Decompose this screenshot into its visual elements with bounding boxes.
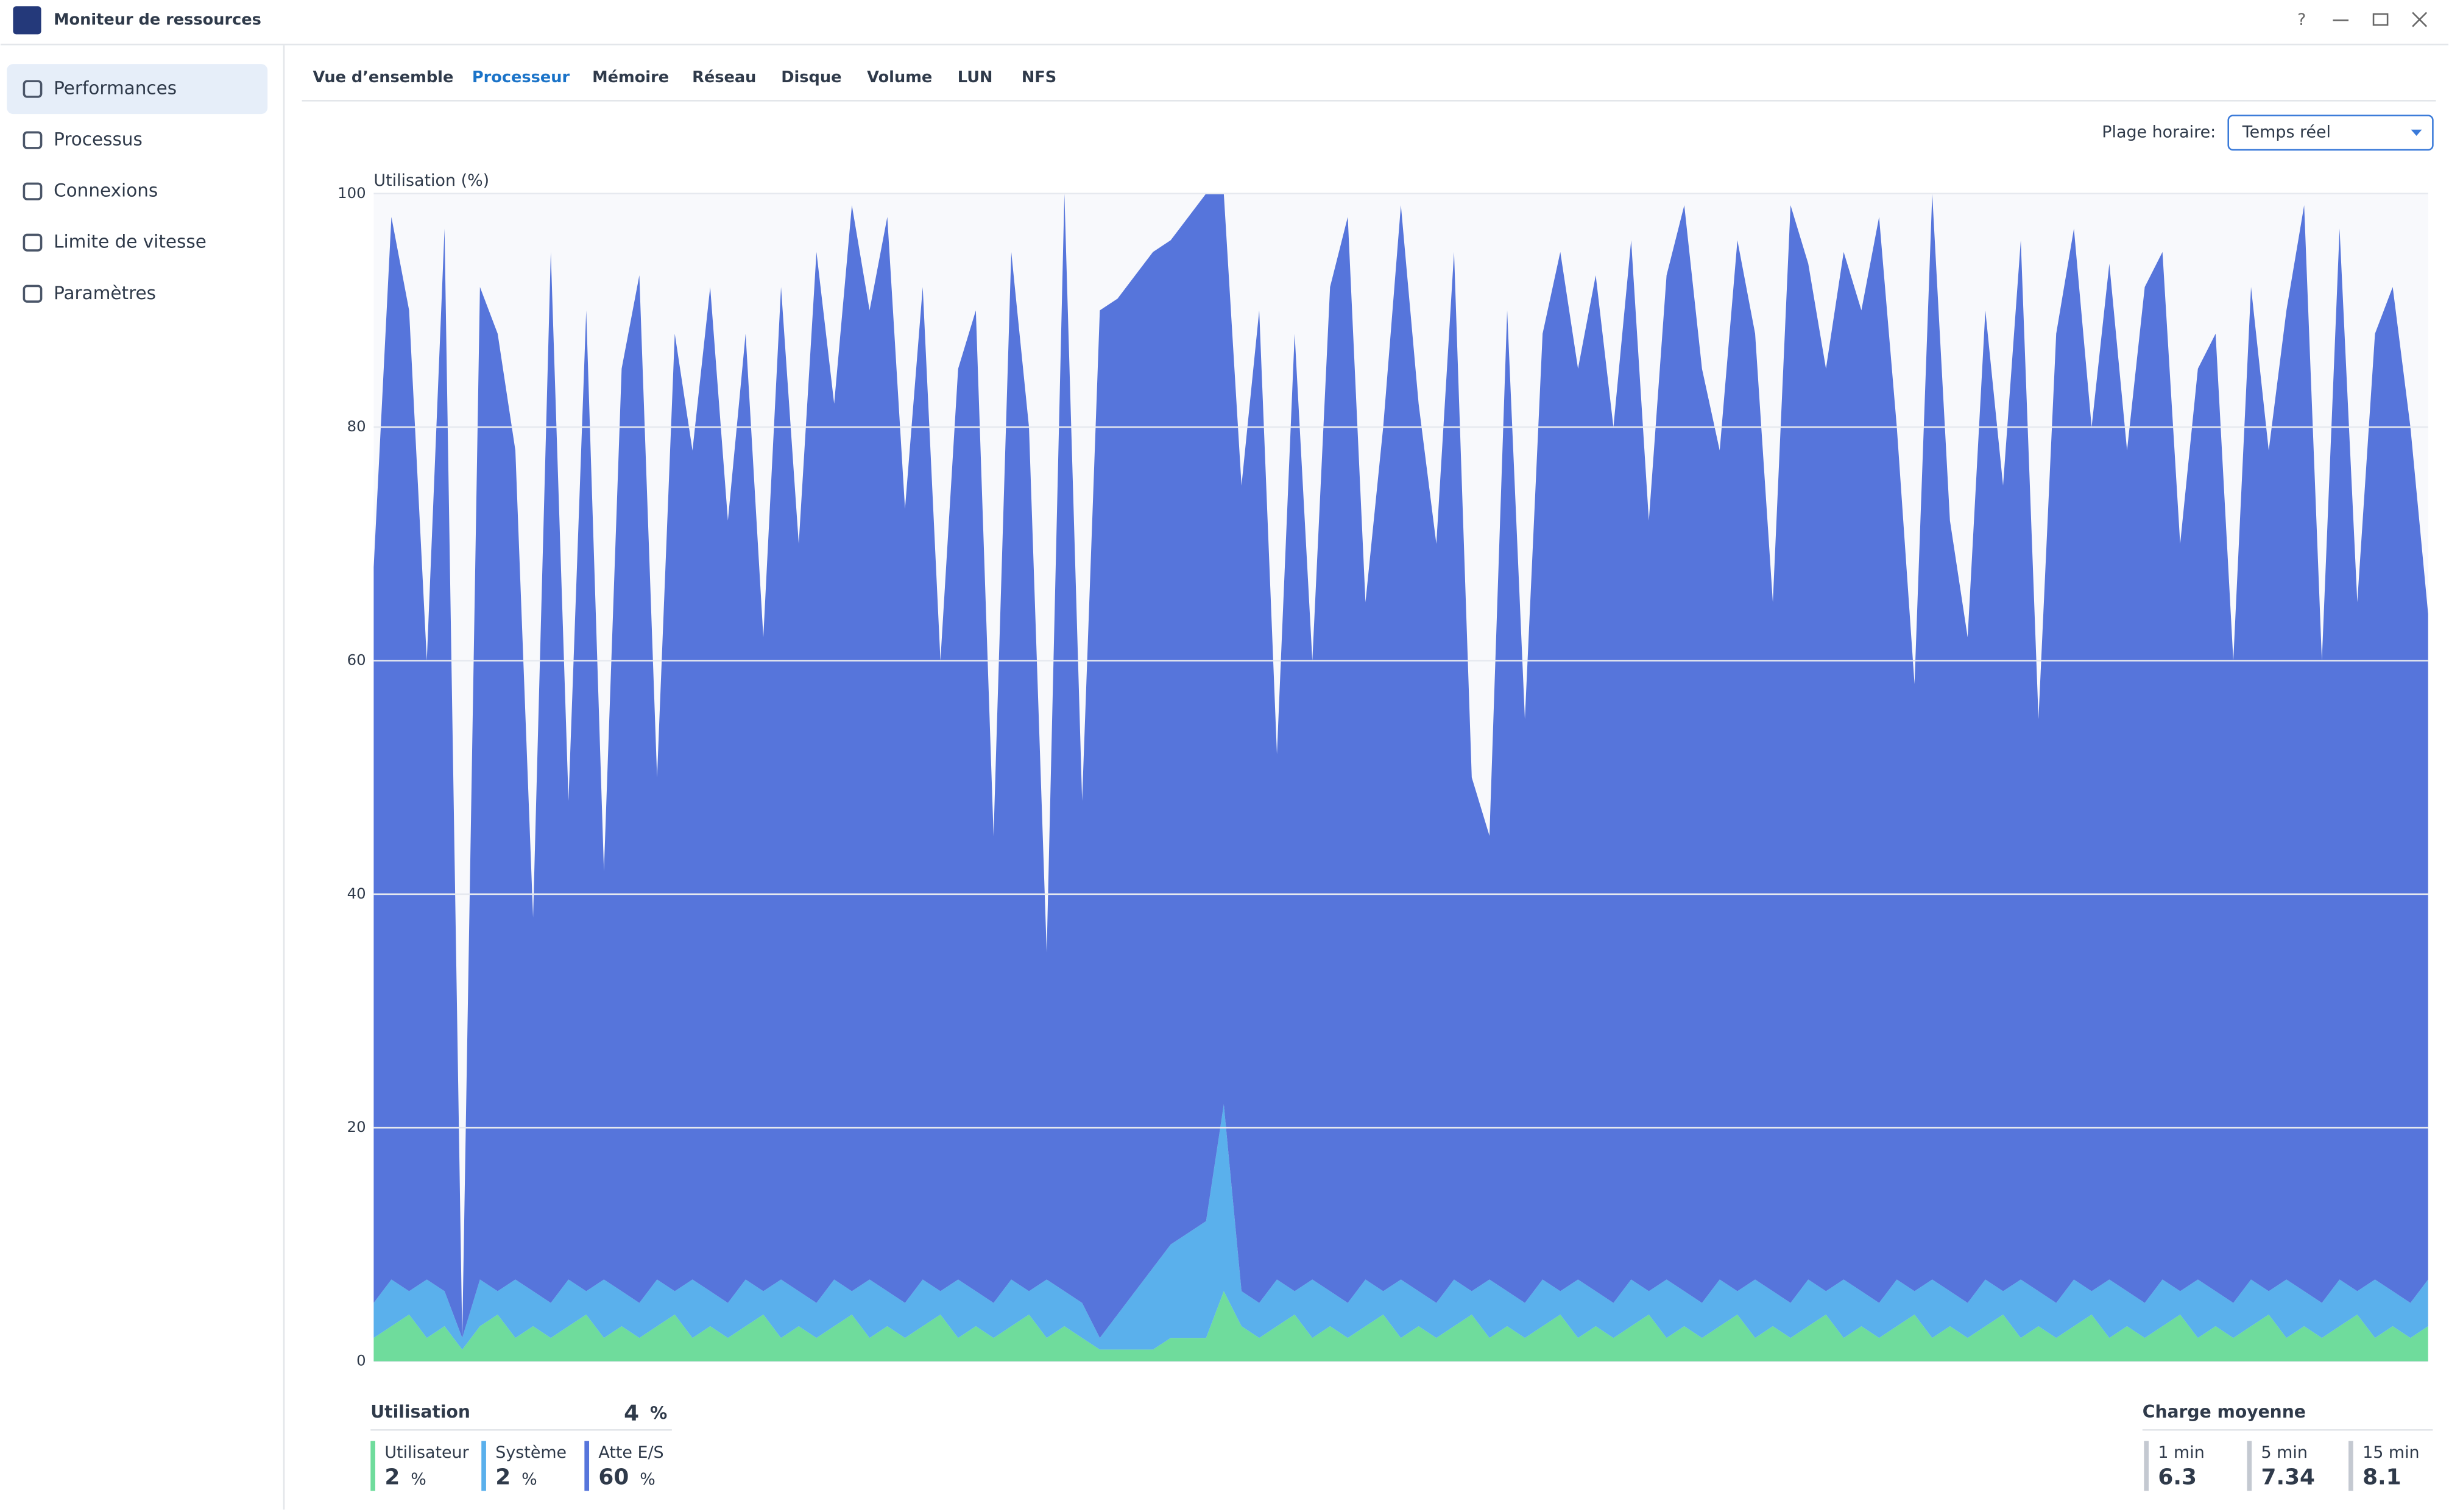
chart: 0 20 40 60 80 100 — [337, 184, 2428, 1369]
legend-unit: % — [411, 1470, 426, 1489]
tab[interactable]: Vue d’ensemble — [313, 68, 453, 87]
legend-swatch — [481, 1441, 486, 1491]
sidebar: Performances Processus Connexions Limite de… — [23, 78, 207, 303]
tab[interactable]: Volume — [867, 68, 932, 87]
load-bar — [2348, 1441, 2353, 1491]
y-axis-label: Utilisation (%) — [373, 171, 489, 190]
time-range-label: Plage horaire: — [2102, 122, 2216, 141]
summary: Utilisation 4 % Utilisateur 2 % Système 2 % Atte … — [370, 1401, 2433, 1491]
legend-swatch — [584, 1441, 590, 1491]
close-button[interactable] — [2412, 12, 2428, 27]
load-label: 5 min — [2261, 1443, 2308, 1462]
y-tick-label: 100 — [337, 184, 366, 202]
y-tick-label: 60 — [347, 651, 366, 668]
y-tick-label: 0 — [356, 1352, 366, 1369]
tab[interactable]: Mémoire — [592, 68, 669, 87]
legend-swatch — [370, 1441, 375, 1491]
summary-title: Utilisation — [370, 1402, 470, 1422]
legend-unit: % — [521, 1470, 537, 1489]
tab[interactable]: Processeur — [472, 68, 570, 87]
load-value: 8.1 — [2362, 1465, 2401, 1490]
active-item — [7, 64, 268, 115]
load-value: 6.3 — [2158, 1465, 2197, 1490]
tab[interactable]: Disque — [781, 68, 841, 87]
legend-value: 2 — [384, 1465, 400, 1490]
tab[interactable]: NFS — [1022, 68, 1056, 87]
restore-button[interactable] — [2372, 13, 2389, 26]
y-tick-label: 80 — [347, 417, 366, 435]
time-range-value: Temps réel — [2242, 122, 2331, 141]
load-bar — [2144, 1441, 2149, 1491]
legend-label: Atte E/S — [598, 1443, 663, 1462]
sidebar-item[interactable]: Limite de vitesse — [54, 231, 207, 252]
legend-value: 60 — [598, 1465, 629, 1490]
sidebar-icon — [23, 284, 43, 303]
sidebar-item[interactable]: Connexions — [54, 180, 158, 201]
load-title: Charge moyenne — [2143, 1402, 2306, 1422]
time-range-select[interactable] — [2227, 115, 2434, 151]
area — [373, 1104, 2428, 1350]
sidebar-icon — [23, 80, 43, 98]
sidebar-icon — [23, 131, 43, 149]
load-label: 1 min — [2158, 1443, 2204, 1462]
y-tick-label: 20 — [347, 1118, 366, 1136]
dropdown-arrow — [2411, 129, 2422, 136]
tabs: Vue d’ensemble Processeur Mémoire Réseau Dis… — [313, 68, 1056, 87]
sidebar-item[interactable]: Processus — [54, 129, 143, 150]
load-bar — [2247, 1441, 2252, 1491]
legend-unit: % — [640, 1470, 656, 1489]
app-title: Moniteur de ressources — [54, 10, 261, 29]
legend-label: Utilisateur — [384, 1443, 469, 1462]
legend-label: Système — [495, 1443, 567, 1462]
help-button[interactable]: ? — [2297, 10, 2306, 29]
sidebar-item[interactable]: Performances — [54, 78, 177, 99]
load-value: 7.34 — [2261, 1465, 2315, 1490]
area — [373, 1291, 2428, 1362]
tab[interactable]: LUN — [958, 68, 993, 87]
y-tick-label: 40 — [347, 885, 366, 902]
app-icon — [13, 6, 41, 35]
sidebar-icon — [23, 182, 43, 200]
summary-total: 4 — [624, 1401, 639, 1426]
legend-value: 2 — [495, 1465, 511, 1490]
summary-unit: % — [650, 1404, 667, 1424]
load-label: 15 min — [2362, 1443, 2419, 1462]
tab[interactable]: Réseau — [692, 68, 756, 87]
sidebar-icon — [23, 233, 43, 252]
sidebar-item[interactable]: Paramètres — [54, 283, 156, 303]
area — [373, 193, 2428, 1338]
